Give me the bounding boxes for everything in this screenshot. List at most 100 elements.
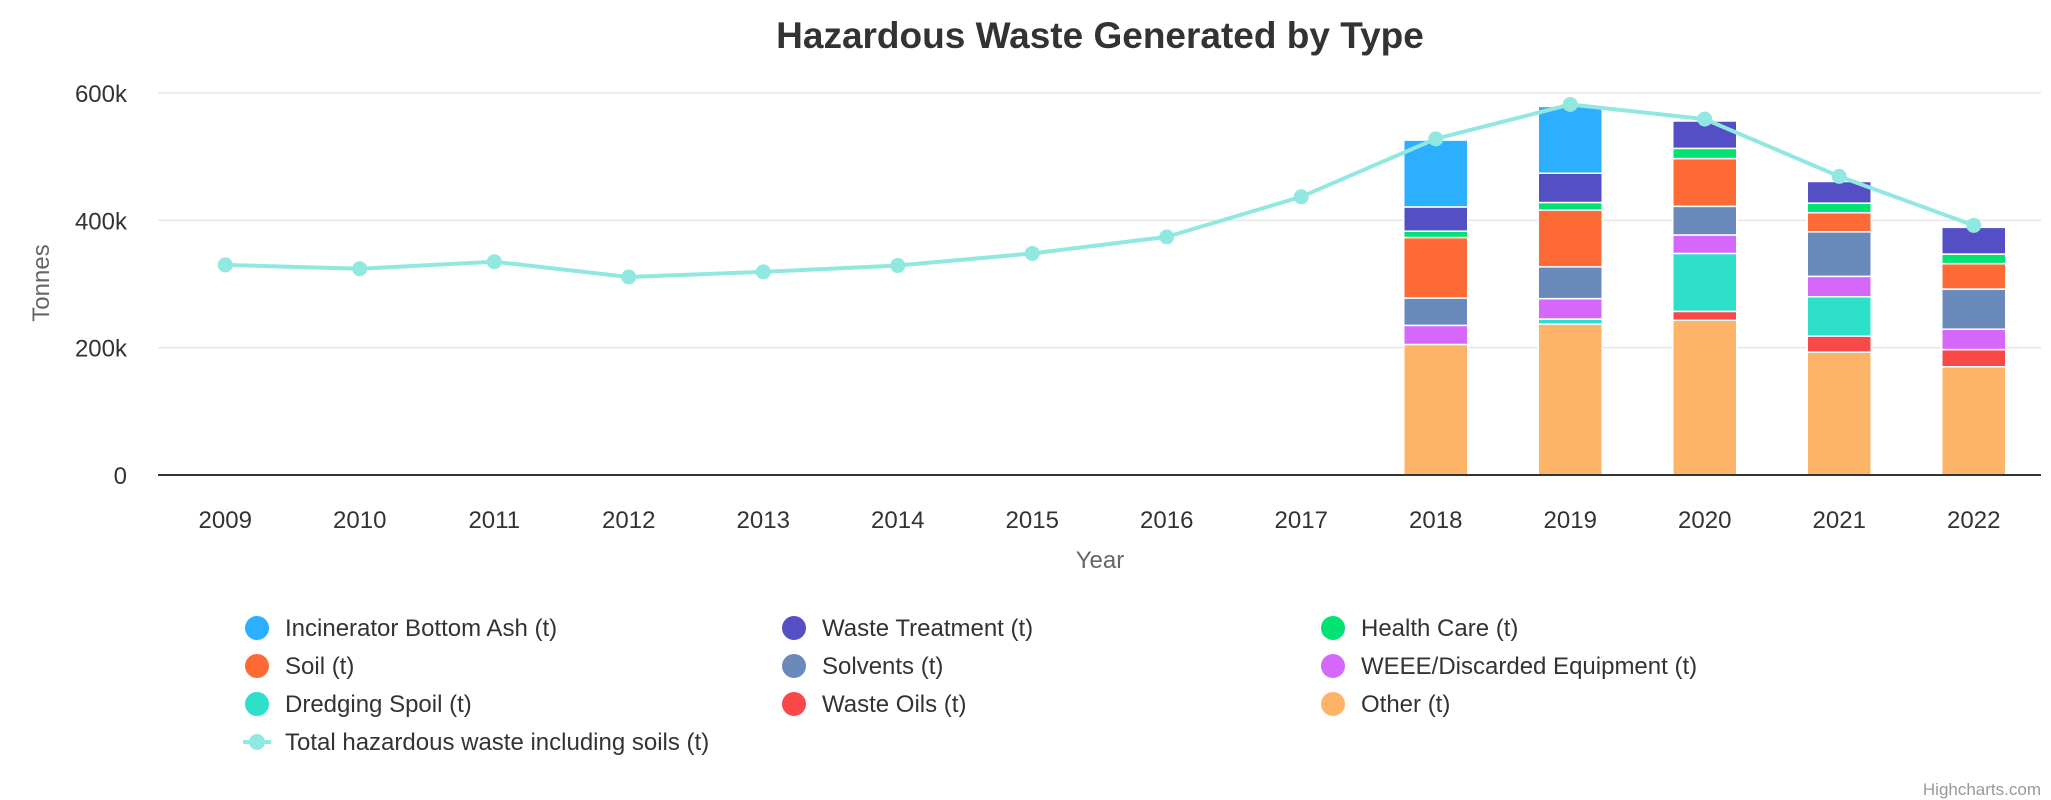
legend-label: Solvents (t) xyxy=(822,653,943,680)
legend-item[interactable]: Soil (t) xyxy=(245,653,354,680)
legend-label: Waste Treatment (t) xyxy=(822,615,1033,642)
bar-segment[interactable] xyxy=(1941,348,2007,368)
legend-label: Incinerator Bottom Ash (t) xyxy=(285,615,557,642)
bar-segment[interactable] xyxy=(1403,343,1469,476)
bar-segment[interactable] xyxy=(1403,230,1469,239)
legend-label: Other (t) xyxy=(1361,691,1450,718)
bar-segment[interactable] xyxy=(1672,147,1738,160)
line-point[interactable] xyxy=(1831,168,1847,184)
legend-item[interactable]: Health Care (t) xyxy=(1321,615,1518,642)
x-tick-label: 2018 xyxy=(1409,507,1462,534)
line-point[interactable] xyxy=(1428,131,1444,147)
bar-segment[interactable] xyxy=(1941,262,2007,290)
y-tick-label: 200k xyxy=(75,336,128,363)
bar-segment[interactable] xyxy=(1403,324,1469,346)
bar-segment[interactable] xyxy=(1537,266,1603,300)
legend-item[interactable]: Incinerator Bottom Ash (t) xyxy=(245,615,557,642)
line-point[interactable] xyxy=(1562,96,1578,112)
grid-lines xyxy=(158,92,2041,349)
legend-label: Dredging Spoil (t) xyxy=(285,691,472,718)
legend-item[interactable]: Solvents (t) xyxy=(782,653,943,680)
legend-symbol xyxy=(1321,654,1345,678)
legend-item[interactable]: Dredging Spoil (t) xyxy=(245,691,472,718)
bar-segment[interactable] xyxy=(1806,231,1872,278)
legend-symbol xyxy=(782,692,806,716)
bar-segment[interactable] xyxy=(1537,318,1603,325)
bar-segment[interactable] xyxy=(1403,139,1469,208)
bar-segment[interactable] xyxy=(1672,157,1738,208)
total-line-series xyxy=(217,96,1982,285)
x-tick-label: 2013 xyxy=(737,507,790,534)
bar-segment[interactable] xyxy=(1537,209,1603,268)
bar-segment[interactable] xyxy=(1403,236,1469,299)
bar-segment[interactable] xyxy=(1403,297,1469,327)
legend-symbol xyxy=(245,616,269,640)
legend-symbol xyxy=(1321,616,1345,640)
bar-segment[interactable] xyxy=(1941,328,2007,351)
line-point[interactable] xyxy=(352,261,368,277)
legend-symbol xyxy=(1321,692,1345,716)
bar-segment[interactable] xyxy=(1806,295,1872,337)
legend-label: Total hazardous waste including soils (t… xyxy=(285,729,709,756)
bar-segment[interactable] xyxy=(1941,288,2007,330)
y-tick-label: 0 xyxy=(114,463,127,490)
legend-item[interactable]: WEEE/Discarded Equipment (t) xyxy=(1321,653,1697,680)
bar-segment[interactable] xyxy=(1672,319,1738,476)
legend-item[interactable]: Waste Oils (t) xyxy=(782,691,966,718)
x-tick-label: 2022 xyxy=(1947,507,2000,534)
chart-title: Hazardous Waste Generated by Type xyxy=(776,15,1424,56)
bar-segment[interactable] xyxy=(1941,253,2007,265)
bar-segment[interactable] xyxy=(1941,366,2007,476)
legend-label: Health Care (t) xyxy=(1361,615,1518,642)
line-point[interactable] xyxy=(890,258,906,274)
credits: Highcharts.com xyxy=(1923,780,2041,799)
bar-segment[interactable] xyxy=(1537,297,1603,320)
line-point[interactable] xyxy=(1697,111,1713,127)
y-axis-ticks: 0 200k 400k 600k xyxy=(75,81,128,490)
bar-segment[interactable] xyxy=(1672,205,1738,236)
legend-symbol xyxy=(245,654,269,678)
line-point[interactable] xyxy=(1293,189,1309,205)
y-axis-title: Tonnes xyxy=(28,244,55,321)
total-line xyxy=(225,102,1975,279)
bar-segment[interactable] xyxy=(1806,335,1872,353)
line-point[interactable] xyxy=(1159,229,1175,245)
legend-item[interactable]: Other (t) xyxy=(1321,691,1450,718)
bar-segment[interactable] xyxy=(1537,105,1603,174)
legend-label: Waste Oils (t) xyxy=(822,691,966,718)
x-tick-label: 2019 xyxy=(1544,507,1597,534)
x-tick-label: 2016 xyxy=(1140,507,1193,534)
legend: Incinerator Bottom Ash (t) Waste Treatmen… xyxy=(243,615,1697,756)
x-tick-label: 2015 xyxy=(1006,507,1059,534)
bar-segment[interactable] xyxy=(1537,201,1603,211)
legend-symbol xyxy=(249,734,265,750)
bar-segment[interactable] xyxy=(1806,211,1872,233)
x-axis-title: Year xyxy=(1076,547,1125,574)
x-tick-label: 2012 xyxy=(602,507,655,534)
bar-segment[interactable] xyxy=(1672,310,1738,322)
legend-item[interactable]: Total hazardous waste including soils (t… xyxy=(243,729,709,756)
bar-segment[interactable] xyxy=(1806,275,1872,298)
bar-segment[interactable] xyxy=(1403,206,1469,232)
bar-segment[interactable] xyxy=(1672,252,1738,313)
line-point[interactable] xyxy=(1024,245,1040,261)
bar-segment[interactable] xyxy=(1806,351,1872,476)
legend-label: Soil (t) xyxy=(285,653,354,680)
legend-symbol xyxy=(782,616,806,640)
line-point[interactable] xyxy=(621,269,637,285)
bar-segment[interactable] xyxy=(1537,172,1603,204)
bar-segment[interactable] xyxy=(1672,234,1738,255)
x-tick-label: 2014 xyxy=(871,507,924,534)
bar-segment[interactable] xyxy=(1537,323,1603,476)
bar-segment[interactable] xyxy=(1806,202,1872,214)
x-tick-label: 2021 xyxy=(1813,507,1866,534)
legend-symbol xyxy=(782,654,806,678)
line-point[interactable] xyxy=(755,264,771,280)
line-point[interactable] xyxy=(217,257,233,273)
legend-label: WEEE/Discarded Equipment (t) xyxy=(1361,653,1697,680)
legend-item[interactable]: Waste Treatment (t) xyxy=(782,615,1033,642)
x-tick-label: 2009 xyxy=(199,507,252,534)
legend-symbol xyxy=(245,692,269,716)
line-point[interactable] xyxy=(1966,217,1982,233)
line-point[interactable] xyxy=(486,254,502,270)
